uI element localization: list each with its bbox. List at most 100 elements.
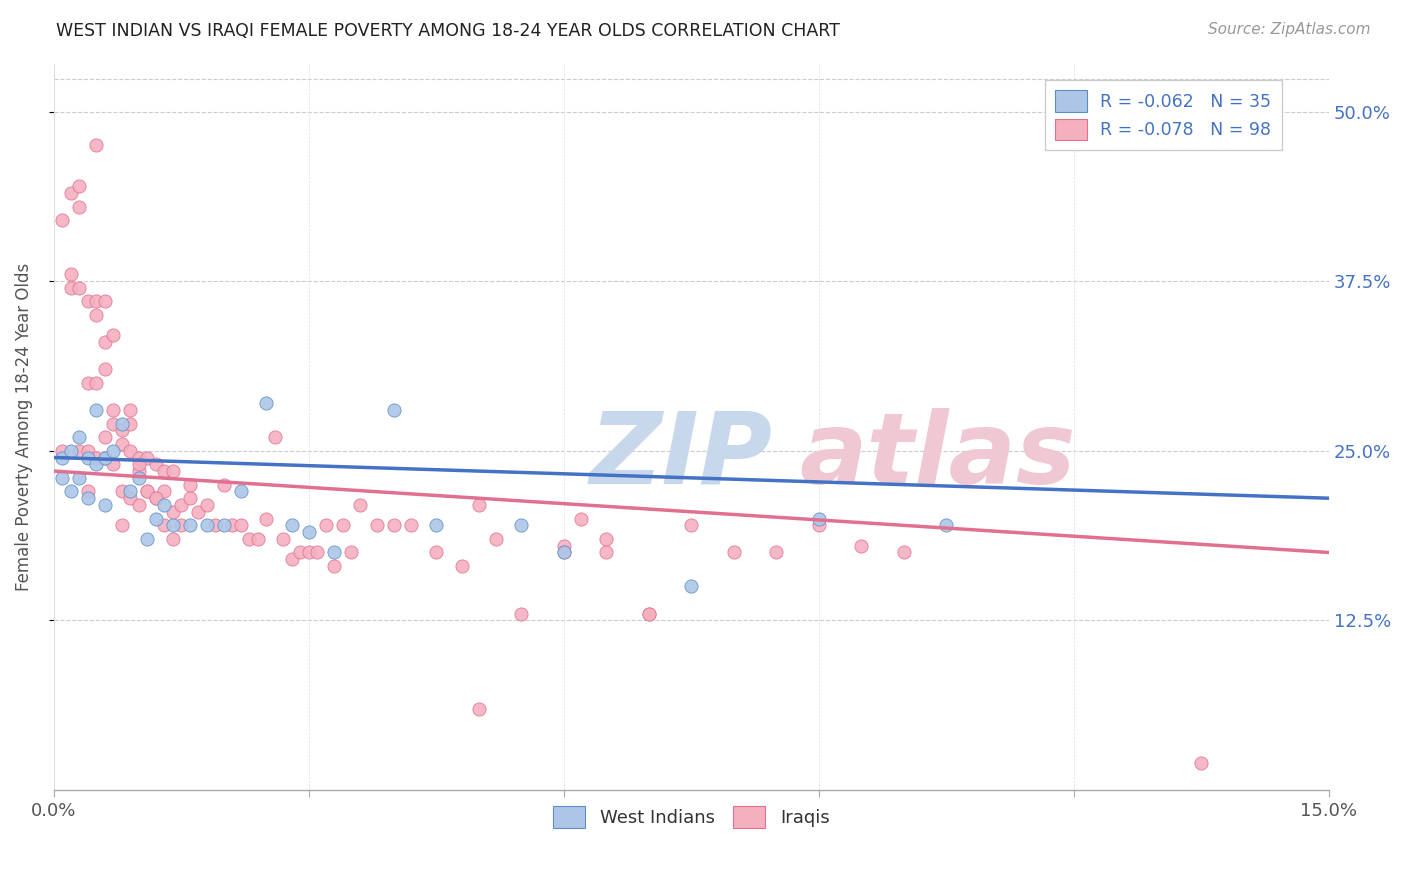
- Point: [153, 484, 176, 499]
- Point: [103, 417, 125, 431]
- Point: [229, 518, 252, 533]
- Point: [120, 443, 142, 458]
- Point: [298, 545, 321, 559]
- Point: [136, 484, 159, 499]
- Point: [145, 458, 167, 472]
- Point: [76, 450, 98, 465]
- Point: [120, 403, 142, 417]
- Text: Source: ZipAtlas.com: Source: ZipAtlas.com: [1208, 22, 1371, 37]
- Point: [637, 607, 659, 621]
- Point: [86, 403, 108, 417]
- Point: [382, 518, 405, 533]
- Point: [94, 294, 117, 309]
- Point: [510, 518, 533, 533]
- Point: [290, 545, 312, 559]
- Point: [94, 430, 117, 444]
- Point: [67, 430, 90, 444]
- Point: [553, 545, 575, 559]
- Point: [298, 525, 321, 540]
- Point: [111, 417, 134, 431]
- Point: [229, 484, 252, 499]
- Text: WEST INDIAN VS IRAQI FEMALE POVERTY AMONG 18-24 YEAR OLDS CORRELATION CHART: WEST INDIAN VS IRAQI FEMALE POVERTY AMON…: [56, 22, 841, 40]
- Point: [67, 179, 90, 194]
- Point: [94, 362, 117, 376]
- Point: [86, 450, 108, 465]
- Point: [595, 532, 617, 546]
- Point: [128, 458, 150, 472]
- Point: [332, 518, 354, 533]
- Point: [485, 532, 508, 546]
- Point: [162, 505, 184, 519]
- Point: [807, 511, 830, 525]
- Point: [170, 518, 193, 533]
- Point: [179, 518, 201, 533]
- Point: [468, 498, 491, 512]
- Point: [94, 450, 117, 465]
- Point: [111, 423, 134, 437]
- Point: [59, 281, 82, 295]
- Point: [59, 443, 82, 458]
- Point: [76, 294, 98, 309]
- Point: [59, 268, 82, 282]
- Text: ZIP: ZIP: [589, 408, 772, 505]
- Point: [807, 518, 830, 533]
- Point: [128, 498, 150, 512]
- Point: [765, 545, 787, 559]
- Point: [254, 396, 277, 410]
- Point: [349, 498, 371, 512]
- Point: [136, 450, 159, 465]
- Point: [103, 458, 125, 472]
- Point: [103, 443, 125, 458]
- Point: [111, 518, 134, 533]
- Point: [851, 539, 873, 553]
- Point: [128, 471, 150, 485]
- Point: [162, 532, 184, 546]
- Point: [307, 545, 329, 559]
- Point: [136, 532, 159, 546]
- Point: [51, 443, 73, 458]
- Point: [128, 450, 150, 465]
- Point: [179, 491, 201, 506]
- Point: [111, 484, 134, 499]
- Point: [94, 450, 117, 465]
- Point: [76, 484, 98, 499]
- Point: [569, 511, 592, 525]
- Point: [246, 532, 269, 546]
- Point: [76, 491, 98, 506]
- Legend: West Indians, Iraqis: West Indians, Iraqis: [546, 799, 837, 835]
- Point: [195, 498, 218, 512]
- Point: [281, 552, 304, 566]
- Point: [120, 417, 142, 431]
- Point: [637, 607, 659, 621]
- Point: [281, 518, 304, 533]
- Point: [136, 484, 159, 499]
- Point: [67, 443, 90, 458]
- Point: [51, 450, 73, 465]
- Point: [323, 545, 346, 559]
- Point: [51, 213, 73, 227]
- Point: [681, 518, 703, 533]
- Point: [76, 443, 98, 458]
- Point: [723, 545, 745, 559]
- Point: [553, 545, 575, 559]
- Point: [221, 518, 243, 533]
- Point: [76, 376, 98, 390]
- Point: [111, 437, 134, 451]
- Point: [893, 545, 915, 559]
- Point: [263, 430, 285, 444]
- Point: [195, 518, 218, 533]
- Point: [212, 477, 235, 491]
- Point: [153, 498, 176, 512]
- Point: [153, 518, 176, 533]
- Point: [382, 403, 405, 417]
- Point: [204, 518, 226, 533]
- Point: [120, 491, 142, 506]
- Point: [128, 464, 150, 478]
- Point: [468, 701, 491, 715]
- Point: [103, 328, 125, 343]
- Point: [162, 518, 184, 533]
- Point: [212, 518, 235, 533]
- Point: [86, 294, 108, 309]
- Point: [553, 539, 575, 553]
- Point: [179, 477, 201, 491]
